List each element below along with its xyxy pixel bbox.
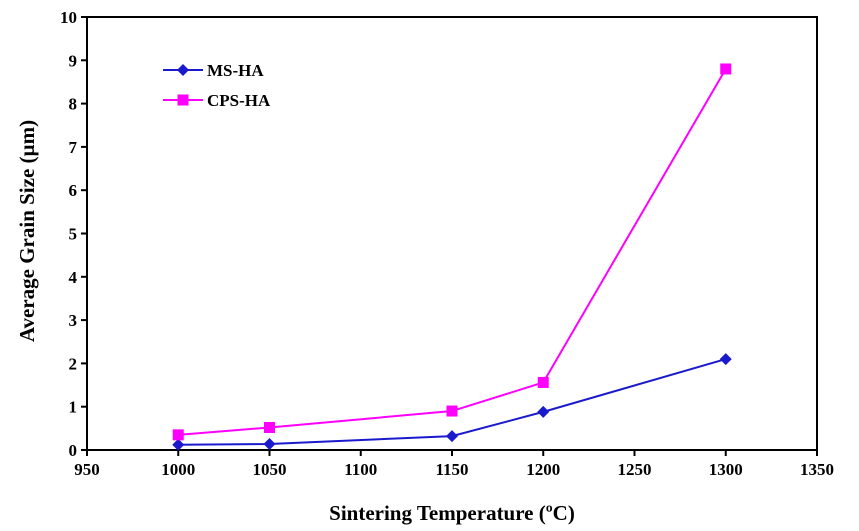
legend-marker [177, 64, 189, 76]
legend-item-ms-ha: MS-HA [163, 61, 264, 80]
data-point-ms-ha [172, 438, 185, 451]
data-point-cps-ha [172, 429, 184, 441]
x-axis-title: Sintering Temperature (ºC) [329, 501, 575, 525]
x-tick-label: 1200 [526, 460, 560, 479]
y-tick-label: 4 [69, 268, 78, 287]
y-tick-label: 1 [69, 398, 78, 417]
x-tick-label: 1050 [253, 460, 287, 479]
y-axis-title: Average Grain Size (µm) [15, 120, 39, 342]
x-tick-label: 1000 [161, 460, 195, 479]
legend-label: MS-HA [207, 61, 264, 80]
x-tick-label: 1350 [800, 460, 834, 479]
legend-marker [177, 94, 189, 106]
data-point-ms-ha [263, 437, 276, 450]
data-point-cps-ha [720, 63, 732, 75]
y-tick-label: 9 [69, 51, 78, 70]
x-tick-label: 1250 [618, 460, 652, 479]
series-layer [172, 63, 732, 451]
series-ms-ha [172, 353, 732, 451]
y-tick-label: 7 [69, 138, 78, 157]
x-tick-label: 1100 [344, 460, 377, 479]
data-point-cps-ha [537, 376, 549, 388]
y-tick-label: 0 [69, 441, 78, 460]
data-point-ms-ha [719, 353, 732, 366]
data-point-cps-ha [264, 421, 275, 433]
x-tick-label: 950 [74, 460, 100, 479]
series-cps-ha [172, 63, 732, 441]
x-tick-label: 1150 [435, 460, 468, 479]
legend: MS-HA CPS-HA [163, 61, 271, 110]
axes: 950 1000 1050 1100 1150 1200 1250 1300 1350 0 1 2 3 4… [60, 8, 834, 479]
legend-item-cps-ha: CPS-HA [163, 91, 271, 110]
y-tick-label: 3 [69, 311, 78, 330]
legend-label: CPS-HA [207, 91, 271, 110]
y-tick-label: 5 [69, 225, 78, 244]
y-tick-label: 8 [69, 95, 78, 114]
data-point-ms-ha [446, 430, 458, 443]
y-tick-label: 6 [69, 181, 78, 200]
data-point-cps-ha [446, 405, 458, 417]
x-tick-label: 1300 [709, 460, 743, 479]
y-tick-label: 2 [69, 354, 78, 373]
data-point-ms-ha [537, 405, 550, 418]
y-tick-label: 10 [60, 8, 77, 27]
